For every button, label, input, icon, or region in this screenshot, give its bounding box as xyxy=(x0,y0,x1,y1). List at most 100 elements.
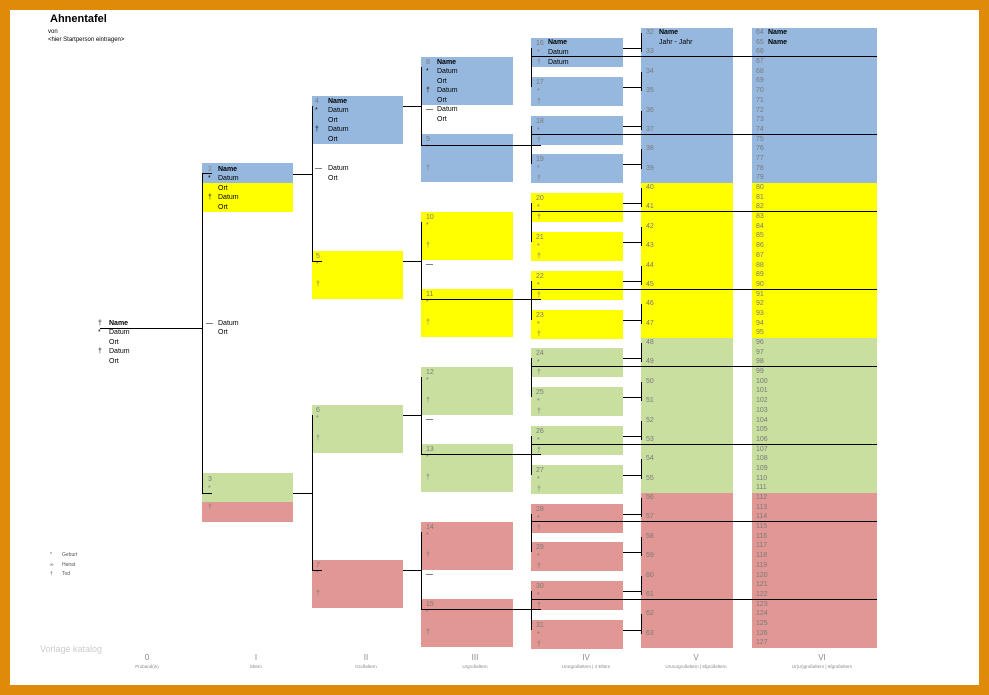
person-57-number[interactable]: 57 xyxy=(646,513,654,520)
person-16-name[interactable]: Name xyxy=(548,39,568,46)
person-42-number[interactable]: 42 xyxy=(646,223,654,230)
person-99-number[interactable]: 99 xyxy=(756,368,764,375)
person-124-number[interactable]: 124 xyxy=(756,610,768,617)
person-93-number[interactable]: 93 xyxy=(756,310,764,317)
person-34-number[interactable]: 34 xyxy=(646,68,654,75)
person-20-box[interactable] xyxy=(531,193,623,222)
person-117-number[interactable]: 117 xyxy=(756,542,768,549)
person-96-number[interactable]: 96 xyxy=(756,339,764,346)
person-80-number[interactable]: 80 xyxy=(756,184,764,191)
person-37-number[interactable]: 37 xyxy=(646,126,654,133)
person-105-number[interactable]: 105 xyxy=(756,426,768,433)
person-82-number[interactable]: 82 xyxy=(756,203,764,210)
person-123-number[interactable]: 123 xyxy=(756,601,768,608)
person-88-number[interactable]: 88 xyxy=(756,262,764,269)
person-113-number[interactable]: 113 xyxy=(756,504,768,511)
person-90-number[interactable]: 90 xyxy=(756,281,764,288)
person-2-box[interactable] xyxy=(202,163,293,183)
person-7-box[interactable] xyxy=(312,560,403,608)
person-25-box[interactable] xyxy=(531,387,623,416)
person-81-number[interactable]: 81 xyxy=(756,194,764,201)
person-70-number[interactable]: 70 xyxy=(756,87,764,94)
person-61-number[interactable]: 61 xyxy=(646,591,654,598)
person-2-name[interactable]: Name xyxy=(218,166,238,173)
person-11-box[interactable] xyxy=(421,289,513,337)
person-59-number[interactable]: 59 xyxy=(646,552,654,559)
person-110-number[interactable]: 110 xyxy=(756,475,768,482)
person-85-number[interactable]: 85 xyxy=(756,232,764,239)
person-48-number[interactable]: 48 xyxy=(646,339,654,346)
person-58-number[interactable]: 58 xyxy=(646,533,654,540)
person-97-number[interactable]: 97 xyxy=(756,349,764,356)
person-76-number[interactable]: 76 xyxy=(756,145,764,152)
person-89-number[interactable]: 89 xyxy=(756,271,764,278)
person-103-number[interactable]: 103 xyxy=(756,407,768,414)
person-116-number[interactable]: 116 xyxy=(756,533,768,540)
person-23-box[interactable] xyxy=(531,310,623,339)
person-17-box[interactable] xyxy=(531,77,623,106)
person-54-number[interactable]: 54 xyxy=(646,455,654,462)
person-72-number[interactable]: 72 xyxy=(756,107,764,114)
person-95-number[interactable]: 95 xyxy=(756,329,764,336)
person-19-box[interactable] xyxy=(531,154,623,183)
person-43-number[interactable]: 43 xyxy=(646,242,654,249)
person-18-box[interactable] xyxy=(531,116,623,145)
person-119-number[interactable]: 119 xyxy=(756,562,768,569)
person-111-number[interactable]: 111 xyxy=(756,484,767,491)
person-60-number[interactable]: 60 xyxy=(646,572,654,579)
person-52-number[interactable]: 52 xyxy=(646,417,654,424)
person-56-number[interactable]: 56 xyxy=(646,494,654,501)
person-4-box[interactable] xyxy=(312,96,403,144)
person-21-box[interactable] xyxy=(531,232,623,261)
person-6-box[interactable] xyxy=(312,405,403,453)
person-121-number[interactable]: 121 xyxy=(756,581,768,588)
person-4-name[interactable]: Name xyxy=(328,98,348,105)
person-108-number[interactable]: 108 xyxy=(756,455,768,462)
person-67-number[interactable]: 67 xyxy=(756,58,764,65)
person-44-number[interactable]: 44 xyxy=(646,262,654,269)
person-75-number[interactable]: 75 xyxy=(756,136,764,143)
person-22-box[interactable] xyxy=(531,271,623,300)
person-92-number[interactable]: 92 xyxy=(756,300,764,307)
person-47-number[interactable]: 47 xyxy=(646,320,654,327)
person-32-years[interactable]: Jahr - Jahr xyxy=(659,39,693,46)
person-35-number[interactable]: 35 xyxy=(646,87,654,94)
person-65-number[interactable]: 65 xyxy=(756,39,764,46)
person-71-number[interactable]: 71 xyxy=(756,97,764,104)
person-114-number[interactable]: 114 xyxy=(756,513,768,520)
person-62-number[interactable]: 62 xyxy=(646,610,654,617)
person-100-number[interactable]: 100 xyxy=(756,378,768,385)
person-102-number[interactable]: 102 xyxy=(756,397,768,404)
person-27-box[interactable] xyxy=(531,465,623,494)
person-5-box[interactable] xyxy=(312,251,403,299)
person-79-number[interactable]: 79 xyxy=(756,174,764,181)
person-12-box[interactable] xyxy=(421,367,513,415)
person-15-box[interactable] xyxy=(421,599,513,647)
person-69-number[interactable]: 69 xyxy=(756,77,764,84)
proband-name[interactable]: Name xyxy=(109,320,129,327)
person-38-number[interactable]: 38 xyxy=(646,145,654,152)
person-45-number[interactable]: 45 xyxy=(646,281,654,288)
person-64-name[interactable]: Name xyxy=(768,29,788,36)
person-14-box[interactable] xyxy=(421,522,513,570)
person-31-box[interactable] xyxy=(531,620,623,649)
person-53-number[interactable]: 53 xyxy=(646,436,654,443)
person-65-name[interactable]: Name xyxy=(768,39,788,46)
person-33-number[interactable]: 33 xyxy=(646,48,654,55)
person-91-number[interactable]: 91 xyxy=(756,291,764,298)
person-9-box[interactable] xyxy=(421,134,513,182)
person-49-number[interactable]: 49 xyxy=(646,358,654,365)
person-41-number[interactable]: 41 xyxy=(646,203,654,210)
person-120-number[interactable]: 120 xyxy=(756,572,768,579)
person-125-number[interactable]: 125 xyxy=(756,620,768,627)
person-51-number[interactable]: 51 xyxy=(646,397,654,404)
person-126-number[interactable]: 126 xyxy=(756,630,768,637)
person-32-name[interactable]: Name xyxy=(659,29,679,36)
person-3-box[interactable] xyxy=(202,473,293,502)
person-122-number[interactable]: 122 xyxy=(756,591,768,598)
person-73-number[interactable]: 73 xyxy=(756,116,764,123)
person-39-number[interactable]: 39 xyxy=(646,165,654,172)
person-24-box[interactable] xyxy=(531,348,623,377)
person-63-number[interactable]: 63 xyxy=(646,630,654,637)
person-40-number[interactable]: 40 xyxy=(646,184,654,191)
